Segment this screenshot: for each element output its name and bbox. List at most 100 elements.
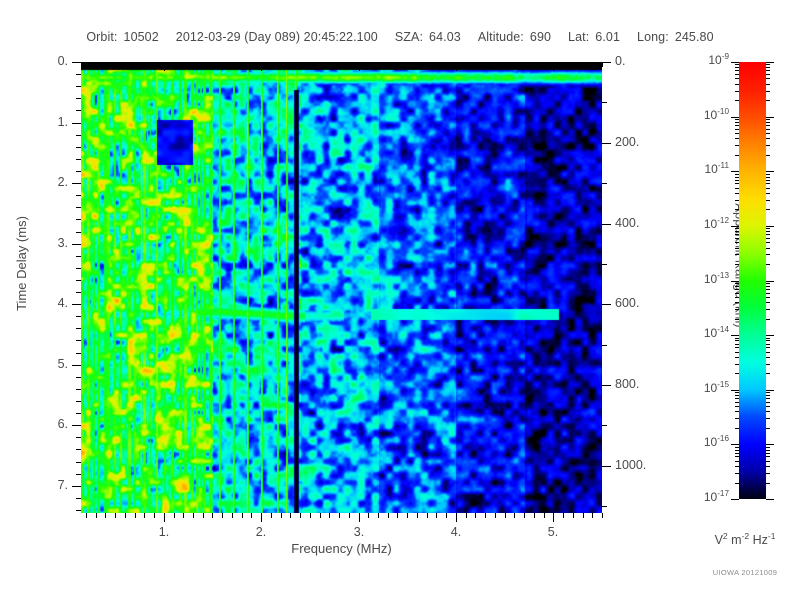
colorbar-tick-minor-right [766,74,770,75]
y-tick-major-right [602,224,611,225]
x-tick-top [339,62,340,67]
colorbar-tick-major-right [766,499,774,500]
colorbar-tick-minor-right [766,78,770,79]
colorbar-tick-minor-left [735,155,739,156]
colorbar-tick-minor-right [766,319,770,320]
y-tick-label-left: 6. [57,417,68,431]
x-tick-label: 5. [547,525,559,539]
x-tick-minor [505,513,506,518]
x-tick-top [534,62,535,67]
x-tick-minor [495,513,496,518]
x-tick-top [212,62,213,67]
colorbar-tick-minor-left [735,447,739,448]
y-tick-minor-left [76,86,81,87]
colorbar-tick-minor-left [735,411,739,412]
x-tick-minor [378,513,379,518]
colorbar-tick-major-left [731,335,739,336]
y-tick-minor-left [76,377,81,378]
colorbar-tick-minor-right [766,450,770,451]
x-tick-minor [96,513,97,518]
y-tick-minor-left [76,328,81,329]
x-tick-top [592,62,593,67]
colorbar-tick-minor-right [766,125,770,126]
y-tick-minor-left [76,135,81,136]
colorbar-tick-minor-left [735,364,739,365]
colorbar-tick-minor-left [735,428,739,429]
x-tick-top [446,62,447,67]
x-tick-top [349,62,350,67]
x-tick-top [583,62,584,67]
y-tick-major-left [72,123,81,124]
colorbar-tick-minor-left [735,357,739,358]
y-tick-label-right: 600. [615,296,640,310]
colorbar-tick-minor-right [766,254,770,255]
colorbar-tick-minor-right [766,91,770,92]
x-tick-top [193,62,194,67]
x-tick-minor [300,513,301,518]
colorbar-tick-minor-right [766,188,770,189]
x-tick-minor [310,513,311,518]
x-tick-top [96,62,97,67]
colorbar-tick-minor-left [735,180,739,181]
radargram-plot-area [81,62,602,513]
x-tick-minor [135,513,136,518]
x-tick-top [475,62,476,67]
colorbar-tick-minor-right [766,352,770,353]
lat-label: Lat: [568,30,590,44]
y-tick-minor-left [76,510,81,511]
y-tick-label-right: 1000. [615,458,647,472]
colorbar-tick-major-right [766,335,774,336]
x-tick-minor [174,513,175,518]
y-tick-minor-right [602,345,607,346]
y-tick-minor-left [76,98,81,99]
x-tick-label: 1. [158,525,170,539]
colorbar-tick-label: 10-10 [675,107,729,122]
y-tick-major-right [602,466,611,467]
x-axis-title: Frequency (MHz) [291,541,392,556]
colorbar-tick-minor-right [766,418,770,419]
y-tick-label-left: 0. [57,54,68,68]
colorbar-tick-exponent: -16 [717,434,729,443]
x-tick-minor [592,513,593,518]
colorbar-tick-minor-left [735,456,739,457]
colorbar-tick-minor-right [766,228,770,229]
x-tick-minor [232,513,233,518]
unit-hz-exp: -1 [767,530,776,541]
y-tick-label-left: 3. [57,236,68,250]
colorbar-tick-minor-right [766,84,770,85]
colorbar-tick-minor-right [766,357,770,358]
unit-v-exp: 2 [722,530,728,541]
x-tick-top [164,62,165,71]
colorbar-tick-minor-right [766,100,770,101]
y-tick-minor-left [76,449,81,450]
colorbar-tick-major-right [766,390,774,391]
x-tick-top [397,62,398,67]
x-tick-minor [290,513,291,518]
colorbar-tick-minor-right [766,264,770,265]
colorbar-tick-exponent: -9 [721,52,729,61]
x-tick-minor [534,513,535,518]
x-tick-top [563,62,564,67]
colorbar-tick-minor-left [735,286,739,287]
x-tick-top [203,62,204,67]
colorbar-tick-minor-left [735,100,739,101]
colorbar-tick-minor-left [735,347,739,348]
x-tick-top [251,62,252,67]
altitude-value: 690 [529,30,552,44]
colorbar-tick-minor-left [735,418,739,419]
colorbar-tick-minor-right [766,398,770,399]
colorbar-tick-minor-left [735,174,739,175]
x-tick-minor [417,513,418,518]
x-tick-minor [514,513,515,518]
y-tick-label-right: 200. [615,135,640,149]
colorbar-tick-minor-left [735,352,739,353]
colorbar-tick-minor-left [735,145,739,146]
x-tick-top [329,62,330,67]
y-tick-minor-left [76,462,81,463]
x-tick-minor [222,513,223,518]
colorbar-tick-minor-right [766,456,770,457]
colorbar-tick-minor-left [735,84,739,85]
colorbar-tick-minor-right [766,242,770,243]
observation-datetime: 2012-03-29 (Day 089) 20:45:22.100 [175,30,378,44]
colorbar-tick-minor-right [766,447,770,448]
